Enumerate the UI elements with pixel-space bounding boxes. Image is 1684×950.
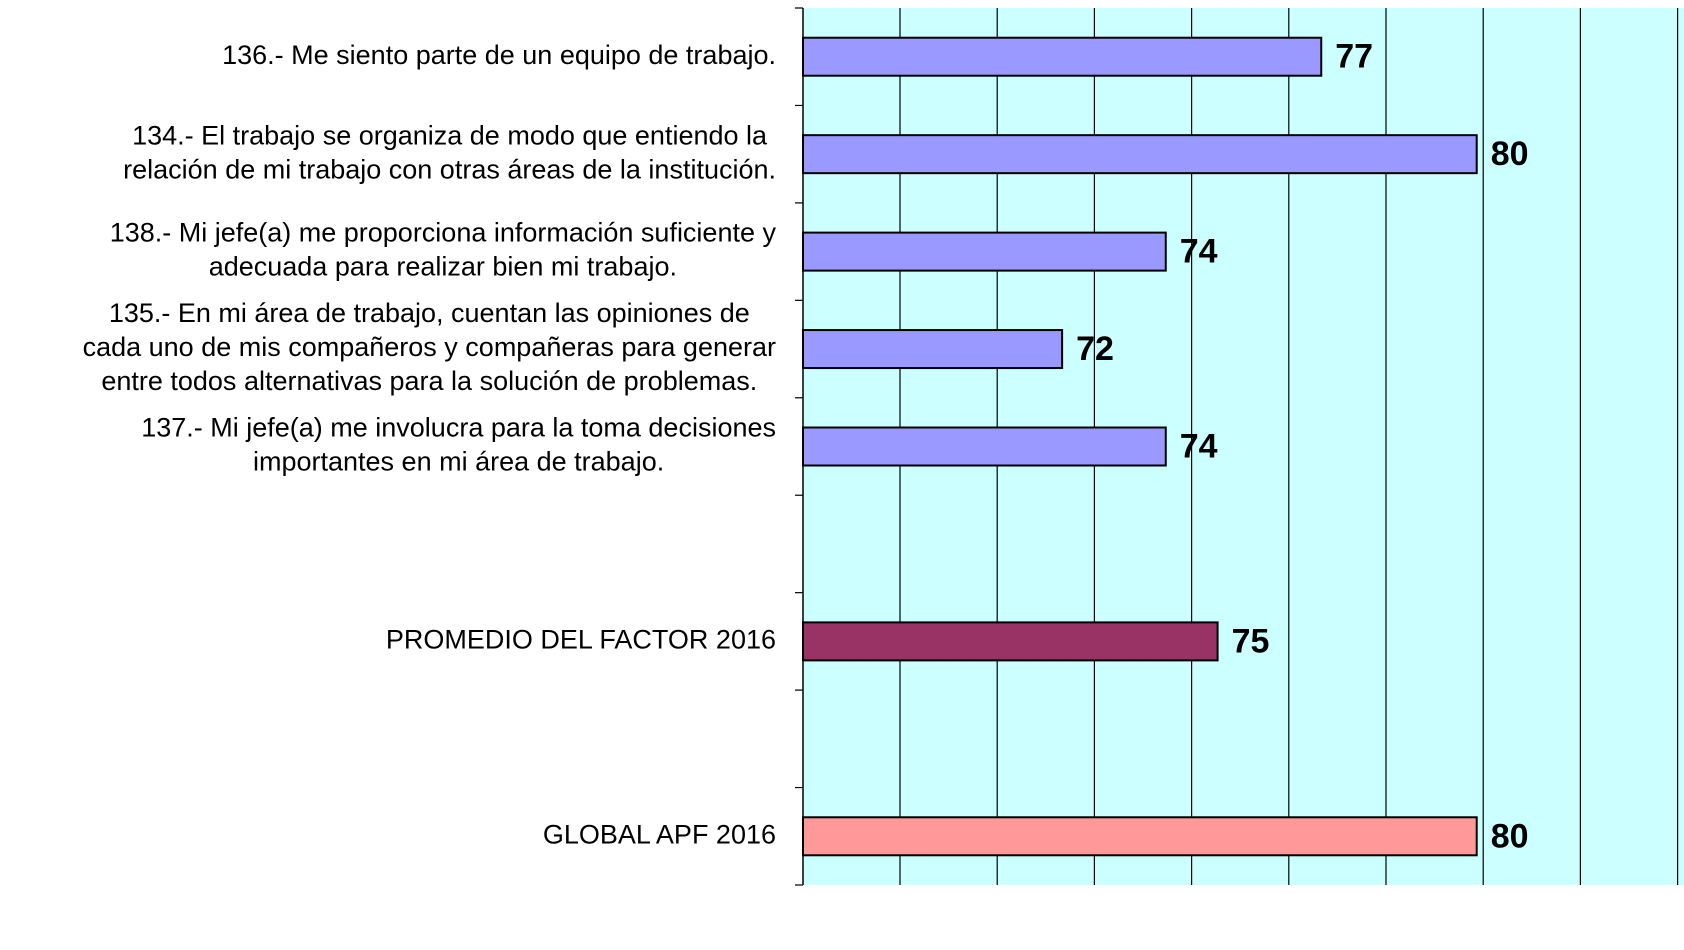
category-label: relación de mi trabajo con otras áreas d… (123, 154, 776, 184)
bar (802, 231, 1167, 272)
category-label: importantes en mi área de trabajo. (253, 447, 664, 477)
data-label: 74 (1180, 233, 1218, 271)
bar (802, 816, 1478, 857)
category-label: 138.- Mi jefe(a) me proporciona informac… (110, 218, 777, 248)
data-label: 74 (1180, 427, 1218, 465)
category-label: entre todos alternativas para la solució… (101, 366, 757, 396)
category-label: adecuada para realizar bien mi trabajo. (209, 252, 677, 282)
bar (802, 426, 1167, 467)
category-label: 135.- En mi área de trabajo, cuentan las… (109, 298, 750, 328)
category-label: cada uno de mis compañeros y compañeras … (83, 332, 776, 362)
data-label: 72 (1076, 330, 1114, 368)
category-label: 136.- Me siento parte de un equipo de tr… (222, 40, 776, 70)
bar (802, 621, 1219, 662)
category-label: PROMEDIO DEL FACTOR 2016 (386, 625, 776, 655)
bar (802, 134, 1478, 175)
data-label: 75 (1232, 622, 1270, 660)
data-label: 80 (1491, 817, 1529, 855)
bar (802, 36, 1323, 77)
category-label: GLOBAL APF 2016 (543, 819, 776, 849)
bar (802, 329, 1064, 370)
data-label: 80 (1491, 135, 1529, 173)
category-label: 134.- El trabajo se organiza de modo que… (132, 120, 768, 150)
category-label: 137.- Mi jefe(a) me involucra para la to… (141, 413, 776, 443)
data-label: 77 (1335, 38, 1373, 76)
